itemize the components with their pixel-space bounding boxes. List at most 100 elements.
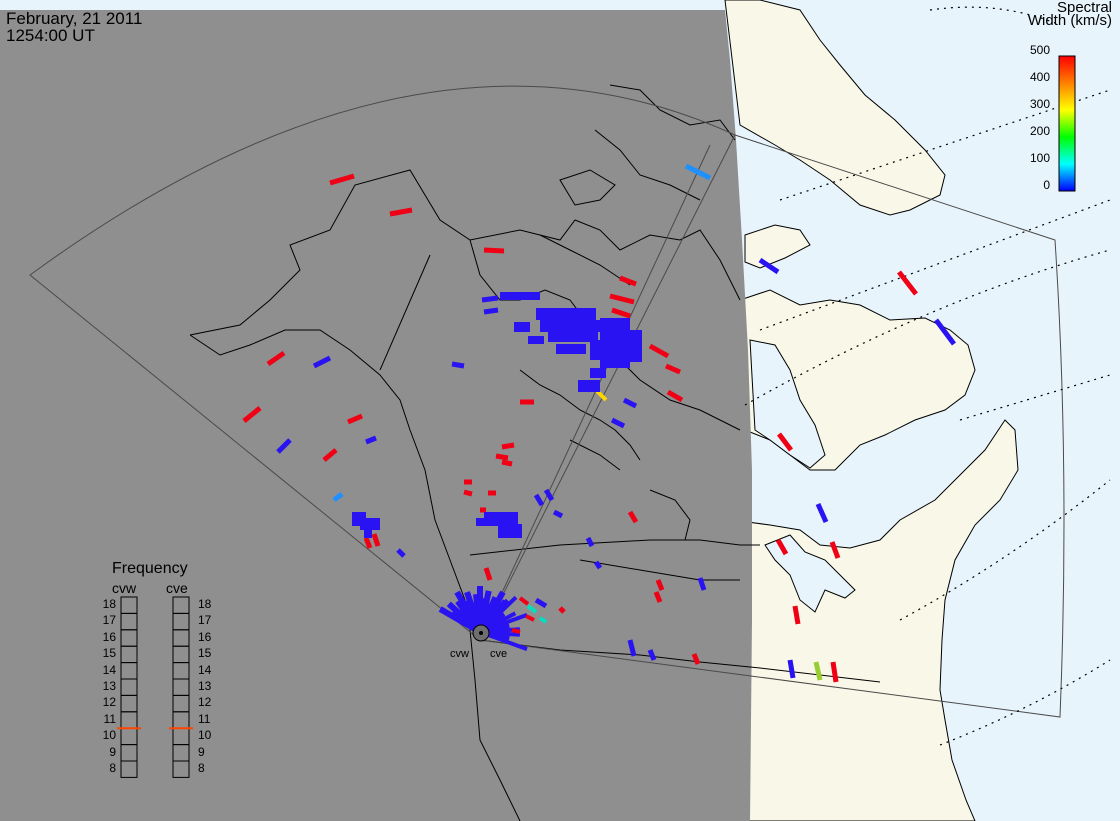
velocity-vector	[501, 459, 513, 467]
echo-cell	[364, 530, 372, 538]
velocity-vector	[627, 639, 637, 657]
radar-site-center	[479, 631, 483, 635]
beam-line	[479, 144, 711, 641]
beam-line	[479, 134, 736, 641]
velocity-vector	[501, 442, 515, 450]
echo-cell	[548, 332, 598, 342]
echo-cell	[500, 292, 540, 300]
velocity-vector	[684, 163, 712, 181]
hudson-bay	[749, 339, 826, 469]
velocity-vector	[534, 597, 548, 609]
velocity-vector	[266, 350, 286, 367]
velocity-vector	[830, 661, 839, 683]
echo-cell	[498, 524, 522, 538]
velocity-vector	[552, 509, 564, 519]
velocity-vector	[697, 577, 707, 591]
velocity-vector	[525, 614, 535, 622]
colorbar-tick: 100	[1029, 151, 1050, 165]
frequency-level-right: 14	[198, 662, 212, 677]
velocity-vector	[511, 628, 521, 634]
frequency-level-left: 8	[109, 761, 116, 775]
velocity-vector	[758, 257, 780, 275]
frequency-level-right: 18	[198, 597, 212, 611]
velocity-vector	[622, 397, 638, 409]
velocity-vector	[371, 533, 381, 547]
time-label: 1254:00 UT	[6, 26, 95, 45]
frequency-level-left: 11	[103, 711, 116, 726]
day-land-east	[739, 419, 1019, 821]
velocity-vector	[647, 649, 657, 661]
velocity-vector	[619, 275, 637, 287]
night-terminator	[0, 10, 752, 821]
frequency-level-left: 13	[102, 679, 116, 693]
velocity-vector	[396, 548, 406, 558]
velocity-vector	[558, 606, 566, 614]
frequency-level-left: 15	[102, 646, 116, 661]
colorbar-gradient	[1058, 55, 1076, 192]
frequency-radar-right: cve	[166, 580, 188, 596]
echo-cell	[360, 518, 380, 530]
colorbar-tick: 0	[1043, 178, 1050, 192]
frequency-level-right: 11	[198, 711, 211, 726]
velocity-vector	[483, 307, 499, 315]
frequency-radar-left: cvw	[112, 580, 137, 596]
velocity-vector	[627, 510, 639, 524]
velocity-vector	[481, 295, 499, 303]
velocity-vector	[486, 632, 528, 651]
velocity-vector	[648, 343, 670, 359]
echo-cell	[556, 344, 586, 354]
velocity-vector	[653, 591, 663, 603]
colorbar-tick: 300	[1029, 97, 1050, 111]
frequency-level-left: 16	[102, 629, 116, 644]
frequency-title: Frequency	[112, 560, 188, 577]
velocity-vector	[655, 579, 665, 591]
frequency-level-left: 9	[109, 744, 116, 759]
colorbar-title-line1: Spectral	[1056, 0, 1112, 16]
grid-lines	[744, 6, 1111, 746]
radar-label-right: cve	[490, 648, 508, 660]
velocity-vector	[533, 493, 545, 507]
colorbar-title-line2: Width (km/s)	[1027, 12, 1112, 29]
frequency-level-left: 12	[102, 695, 116, 710]
velocity-vector	[813, 661, 823, 681]
frequency-level-left: 17	[102, 613, 116, 628]
great-lakes	[764, 534, 856, 613]
frequency-cell	[172, 760, 190, 778]
backscatter-vectors	[242, 163, 956, 683]
velocity-vector	[543, 488, 555, 502]
frequency-level-left: 10	[102, 728, 116, 743]
echo-cell	[528, 336, 544, 344]
velocity-vector	[276, 438, 292, 454]
frequency-level-right: 10	[198, 728, 212, 743]
colorbar-tick: 500	[1029, 43, 1050, 57]
velocity-vector	[363, 537, 373, 549]
frequency-level-left: 18	[102, 597, 116, 611]
velocity-vector	[483, 567, 493, 581]
frequency-level-right: 15	[198, 646, 212, 661]
velocity-vector	[611, 307, 631, 319]
day-land-island	[744, 224, 811, 269]
frequency-level-left: 14	[102, 662, 116, 677]
velocity-vector	[609, 293, 635, 305]
echo-cell	[578, 380, 600, 392]
echo-cell	[540, 320, 610, 332]
frequency-level-right: 13	[198, 679, 212, 693]
velocity-vector	[526, 604, 538, 614]
day-land-baffin	[724, 0, 946, 216]
echo-cell	[514, 322, 530, 332]
radar-label-left: cvw	[450, 648, 469, 660]
frequency-boxes	[117, 596, 193, 778]
velocity-vector	[934, 318, 956, 346]
velocity-vector	[365, 435, 377, 445]
frequency-level-right: 16	[198, 629, 212, 644]
velocity-vector	[484, 595, 518, 628]
date-label: February, 21 2011	[6, 9, 143, 28]
velocity-vector	[329, 173, 355, 186]
echo-cell	[484, 512, 518, 526]
velocity-vector	[538, 616, 548, 624]
velocity-vector	[593, 560, 603, 570]
colorbar-tick: 200	[1029, 124, 1050, 138]
velocity-vector	[463, 489, 473, 497]
frequency-level-right: 9	[198, 744, 205, 759]
